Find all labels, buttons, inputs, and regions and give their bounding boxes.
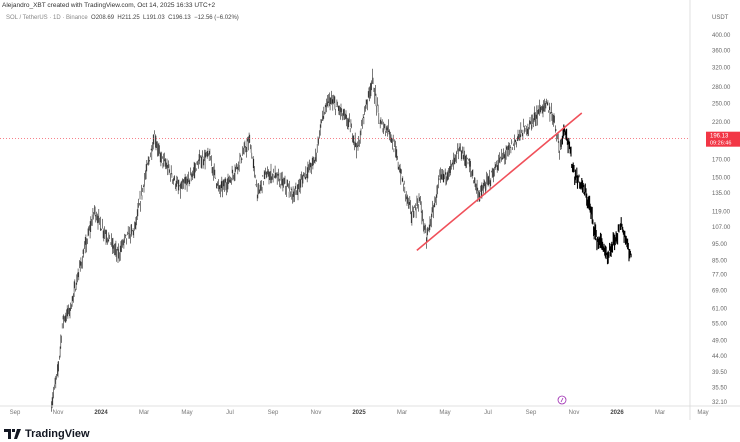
x-tick-label: May — [439, 410, 450, 416]
price-bars — [51, 68, 632, 412]
price-tag-countdown: 09:26:46 — [710, 141, 731, 147]
price-axis[interactable]: 400.00 360.00 320.00 280.00 250.00 220.00 170.… — [712, 33, 731, 406]
high-value: H211.25 — [117, 15, 140, 21]
x-tick-label: Sep — [10, 410, 21, 416]
x-tick-label: Sep — [526, 410, 537, 416]
x-tick-label: 2025 — [352, 410, 366, 416]
brand-name: TradingView — [25, 428, 90, 440]
y-tick-label: 39.50 — [712, 370, 728, 376]
event-marker[interactable] — [557, 395, 567, 405]
y-tick-label: 85.00 — [712, 258, 728, 264]
x-tick-label: Nov — [569, 410, 580, 416]
x-tick-label: Nov — [311, 410, 322, 416]
y-tick-label: 35.50 — [712, 385, 728, 391]
y-tick-label: 360.00 — [712, 48, 731, 54]
price-tag-box — [706, 131, 740, 147]
x-tick-label: 2024 — [94, 410, 108, 416]
y-tick-label: 150.00 — [712, 176, 731, 182]
y-tick-label: 135.00 — [712, 191, 731, 197]
price-tag-value: 196.13 — [710, 134, 729, 140]
x-tick-label: Mar — [397, 410, 407, 416]
time-axis[interactable]: Sep Nov 2024 Mar May Jul Sep Nov 2025 Mar May Jul Se… — [10, 410, 709, 416]
y-tick-label: 107.00 — [712, 225, 731, 231]
y-tick-label: 95.00 — [712, 242, 728, 248]
y-tick-label: 77.00 — [712, 273, 728, 279]
symbol-legend: SOL / TetherUS · 1D · Binance O208.69 H2… — [6, 15, 239, 21]
y-tick-label: 280.00 — [712, 85, 731, 91]
y-tick-label: 69.00 — [712, 289, 728, 295]
trendline[interactable] — [416, 112, 583, 252]
y-tick-label: 400.00 — [712, 33, 731, 39]
x-tick-label: Nov — [53, 410, 64, 416]
x-tick-label: Mar — [655, 410, 665, 416]
x-tick-label: May — [697, 410, 708, 416]
close-value: C196.13 — [168, 15, 191, 21]
y-tick-label: 170.00 — [712, 157, 731, 163]
x-tick-label: Jul — [484, 410, 492, 416]
y-tick-label: 32.10 — [712, 400, 728, 406]
tradingview-logo-icon — [4, 429, 21, 439]
symbol-name[interactable]: SOL / TetherUS · 1D · Binance — [6, 15, 88, 21]
open-value: O208.69 — [91, 15, 115, 21]
x-tick-label: Mar — [139, 410, 149, 416]
x-tick-label: Sep — [268, 410, 279, 416]
y-tick-label: 61.00 — [712, 307, 728, 313]
y-tick-label: 220.00 — [712, 120, 731, 126]
tradingview-logo[interactable]: TradingView — [4, 428, 90, 440]
y-unit-label: USDT — [712, 15, 729, 21]
y-tick-label: 119.00 — [712, 209, 731, 215]
y-tick-label: 250.00 — [712, 101, 731, 107]
change-value: −12.56 (−6.02%) — [194, 15, 239, 21]
y-tick-label: 320.00 — [712, 65, 731, 71]
low-value: L191.03 — [143, 15, 165, 21]
x-tick-label: 2026 — [610, 410, 624, 416]
x-tick-label: Jul — [226, 410, 234, 416]
price-tag: 196.13 09:26:46 — [706, 131, 740, 147]
x-tick-label: May — [181, 410, 192, 416]
y-tick-label: 49.00 — [712, 338, 728, 344]
y-tick-label: 44.00 — [712, 354, 728, 360]
chart-credit: Alejandro_XBT created with TradingView.c… — [2, 2, 216, 9]
y-tick-label: 55.00 — [712, 322, 728, 328]
